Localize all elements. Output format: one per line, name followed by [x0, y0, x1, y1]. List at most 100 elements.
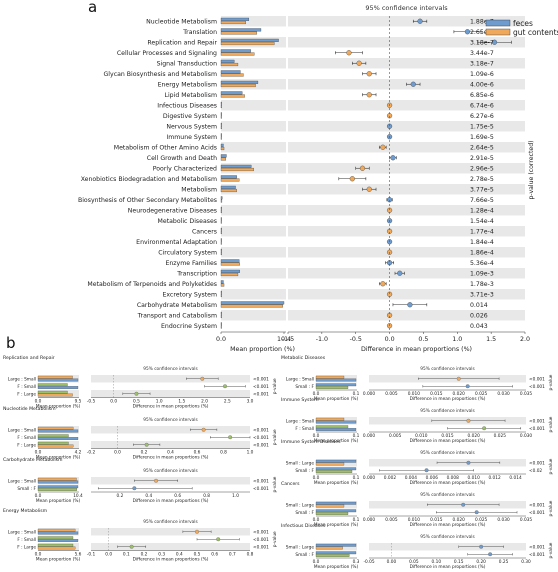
tick-label: 0.4 — [145, 493, 152, 499]
ci-title: 95% confidence intervals — [365, 4, 448, 12]
bar-feces — [220, 206, 222, 210]
subchart: Nucleotide Metabolism 95% confidence inte… — [3, 406, 278, 461]
tick-label: 0.004 — [405, 475, 418, 481]
row-band-right — [288, 58, 525, 69]
bar-large — [37, 546, 76, 550]
bar-small — [37, 531, 79, 535]
tick-label: 0.1 — [353, 517, 360, 523]
bar-feces — [220, 248, 222, 252]
bar-gut-contents — [220, 157, 226, 161]
tick-label: 0.30 — [521, 559, 531, 565]
diff-point — [132, 486, 137, 491]
bar-feces — [220, 80, 259, 84]
diff-point — [424, 468, 429, 473]
tick-label: 0.8 — [247, 552, 254, 558]
comparison-label: F : Small — [295, 426, 314, 432]
bar-large — [315, 462, 345, 466]
category-label: Metabolism — [181, 187, 217, 194]
subchart-title: Metabolic Diseases — [281, 355, 326, 361]
p-value: 2.65e-7 — [470, 29, 494, 36]
p-value: 4.00e-6 — [470, 82, 494, 89]
comparison-label: Large : Small — [286, 376, 314, 382]
subchart-title: Immune System — [281, 397, 319, 403]
bar-f — [315, 554, 350, 557]
bar-f — [37, 441, 69, 445]
p-value: <0.001 — [253, 537, 269, 543]
bar-feces — [220, 227, 222, 231]
bar-gut-contents — [220, 125, 222, 130]
bar-feces — [220, 269, 240, 273]
p-value: 5.36e-4 — [470, 260, 494, 267]
ci-title: 95% confidence intervals — [420, 492, 475, 498]
bar-feces — [220, 259, 240, 263]
tick-label: 0.020 — [453, 517, 466, 523]
p-value: 0.043 — [470, 323, 488, 330]
tick-label: 0.5 — [133, 399, 140, 405]
tick-label: -1.5 — [282, 336, 294, 343]
bar-f — [315, 512, 349, 515]
x-axis-title-left: Mean proportion (%) — [36, 557, 81, 563]
tick-label: 2.0 — [201, 399, 208, 405]
x-axis-title-right: Difference in mean proportions (%) — [133, 498, 209, 504]
p-value: <0.001 — [253, 435, 269, 441]
bar-f — [37, 536, 74, 540]
comparison-label: Small : Large — [286, 460, 315, 466]
tick-label: 0.1 — [353, 391, 360, 397]
tick-label: 0.010 — [408, 517, 421, 523]
tick-label: 0.006 — [426, 475, 439, 481]
row-band-right — [91, 528, 250, 536]
tick-label: -1.0 — [316, 336, 328, 343]
tick-label: 0.000 — [363, 475, 376, 481]
tick-label: 0.0 — [313, 433, 320, 439]
category-label: Nervous System — [166, 124, 217, 131]
tick-label: 0.25 — [499, 559, 509, 565]
category-label: Cellular Processes and Signaling — [117, 50, 217, 57]
bar-small — [315, 459, 357, 463]
row-band-right — [288, 184, 525, 195]
x-axis-title-right: Difference in mean proportions (%) — [410, 480, 486, 486]
category-label: Immune System — [166, 134, 217, 141]
bar-gut-contents — [220, 325, 222, 329]
p-value-axis-title: p-value — [548, 500, 554, 516]
category-label: Carbohydrate Metabolism — [137, 302, 217, 309]
p-value: 3.77e-5 — [470, 187, 494, 194]
p-value-axis-title: p-value — [548, 374, 554, 390]
row-band-right — [91, 426, 250, 434]
p-value-axis-title: p-value — [548, 542, 554, 558]
diff-point — [366, 92, 372, 98]
tick-label: 0.5 — [194, 552, 201, 558]
row-band-right — [288, 226, 525, 237]
p-value-axis-title: p-value — [548, 416, 554, 432]
bar-feces — [220, 112, 222, 116]
x-axis-title-right: Difference in mean proportions (%) — [410, 396, 486, 402]
tick-label: 5.6 — [75, 552, 82, 558]
diff-point — [461, 502, 466, 507]
category-label: Poorly Characterized — [153, 166, 217, 173]
tick-label: 0.6 — [194, 450, 201, 456]
diff-point — [466, 460, 471, 465]
bar-feces — [220, 311, 222, 315]
tick-label: 0.025 — [494, 433, 507, 439]
p-value: 2.78e-5 — [470, 176, 494, 183]
tick-label: 0.015 — [430, 517, 443, 523]
row-band-right — [369, 543, 526, 551]
row-band-left — [221, 268, 286, 279]
bar-gut-contents — [220, 272, 239, 277]
tick-label: 0.030 — [497, 391, 510, 397]
tick-label: 0.15 — [454, 559, 464, 565]
diff-point — [465, 384, 470, 389]
comparison-label: Small : Large — [286, 502, 315, 508]
tick-label: 0.0 — [313, 517, 320, 523]
panel-b-charts: Replication and Repair 95% confidence int… — [3, 355, 554, 570]
bar-gut-contents — [220, 73, 244, 77]
bar-feces — [220, 122, 222, 126]
tick-label: 0.3 — [158, 552, 165, 558]
row-band-left — [221, 16, 286, 27]
tick-label: 4.2 — [75, 450, 82, 456]
subchart-title: Carbohydrate Metabolism — [3, 457, 63, 463]
p-value: 6.74e-6 — [470, 103, 494, 110]
category-label: Cancers — [192, 229, 217, 236]
row-band-left — [221, 121, 286, 132]
tick-label: 0.1 — [123, 552, 130, 558]
